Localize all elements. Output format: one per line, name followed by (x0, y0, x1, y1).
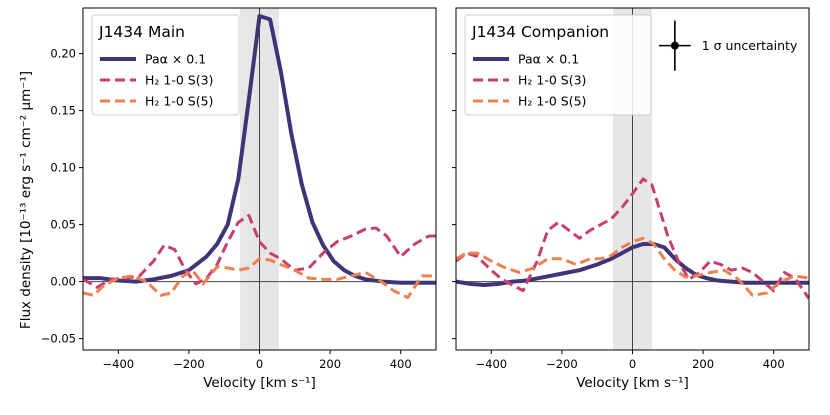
legend-label: H₂ 1-0 S(5) (145, 94, 213, 109)
x-tick-label: 0 (256, 357, 263, 371)
x-tick-label: 400 (390, 357, 412, 371)
legend: J1434 Companion Paα × 0.1 H₂ 1-0 S(3) H₂ 1-… (464, 14, 652, 116)
y-tick-label: 0.15 (50, 104, 76, 118)
legend-label: H₂ 1-0 S(3) (518, 73, 586, 88)
uncertainty-label: 1 σ uncertainty (702, 38, 798, 53)
legend-label: H₂ 1-0 S(5) (518, 94, 586, 109)
x-tick-label: −400 (103, 357, 135, 371)
x-tick-label: 200 (692, 357, 714, 371)
x-tick-label: −200 (173, 357, 205, 371)
series-line-1 (83, 13, 436, 285)
y-tick-label: 0.20 (50, 47, 76, 61)
x-tick-label: 400 (763, 357, 785, 371)
legend-label: Paα × 0.1 (518, 52, 579, 67)
panel-2: −400 −200 0 200 400 Velocity [km s⁻¹] J1434 Co… (452, 7, 810, 391)
legend-title: J1434 Main (98, 23, 185, 41)
series-line-2 (83, 213, 436, 289)
series-line-3 (456, 236, 809, 297)
legend-title: J1434 Companion (471, 23, 609, 41)
y-tick-label: 0.05 (50, 218, 76, 232)
x-axis-label: Velocity [km s⁻¹] (203, 375, 316, 391)
x-tick-label: −200 (546, 357, 578, 371)
y-tick-label: −0.05 (41, 332, 76, 346)
y-axis-label: Flux density [10⁻¹³ erg s⁻¹ cm⁻² μm⁻¹] (18, 71, 34, 329)
panel-1: −400 −200 0 200 400 −0.05 0.00 0.05 0.10 0.15 0.20… (41, 7, 437, 391)
y-tick-label: 0.00 (50, 275, 76, 289)
uncertainty-marker: 1 σ uncertainty (658, 20, 798, 71)
x-axis-label: Velocity [km s⁻¹] (576, 375, 689, 391)
series-line-3 (83, 257, 436, 300)
legend-label: Paα × 0.1 (145, 52, 206, 67)
y-tick-label: 0.10 (50, 161, 76, 175)
x-tick-label: −400 (476, 357, 508, 371)
legend-label: H₂ 1-0 S(3) (145, 73, 213, 88)
x-tick-label: 0 (629, 357, 636, 371)
legend: J1434 Main Paα × 0.1 H₂ 1-0 S(3) H₂ 1-0 S(5… (91, 14, 240, 116)
x-tick-label: 200 (319, 357, 341, 371)
series-line-2 (456, 177, 809, 300)
